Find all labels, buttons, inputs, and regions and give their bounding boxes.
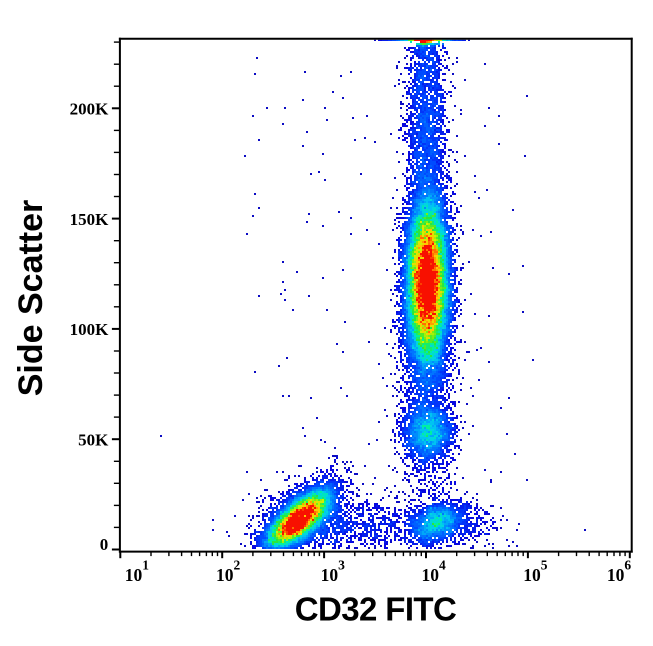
svg-text:200K: 200K <box>70 100 110 119</box>
svg-text:50K: 50K <box>78 430 109 449</box>
svg-text:0: 0 <box>100 535 109 554</box>
svg-text:Side Scatter: Side Scatter <box>12 200 50 397</box>
svg-text:CD32 FITC: CD32 FITC <box>295 591 456 628</box>
svg-text:150K: 150K <box>70 210 110 229</box>
svg-text:100K: 100K <box>70 320 110 339</box>
